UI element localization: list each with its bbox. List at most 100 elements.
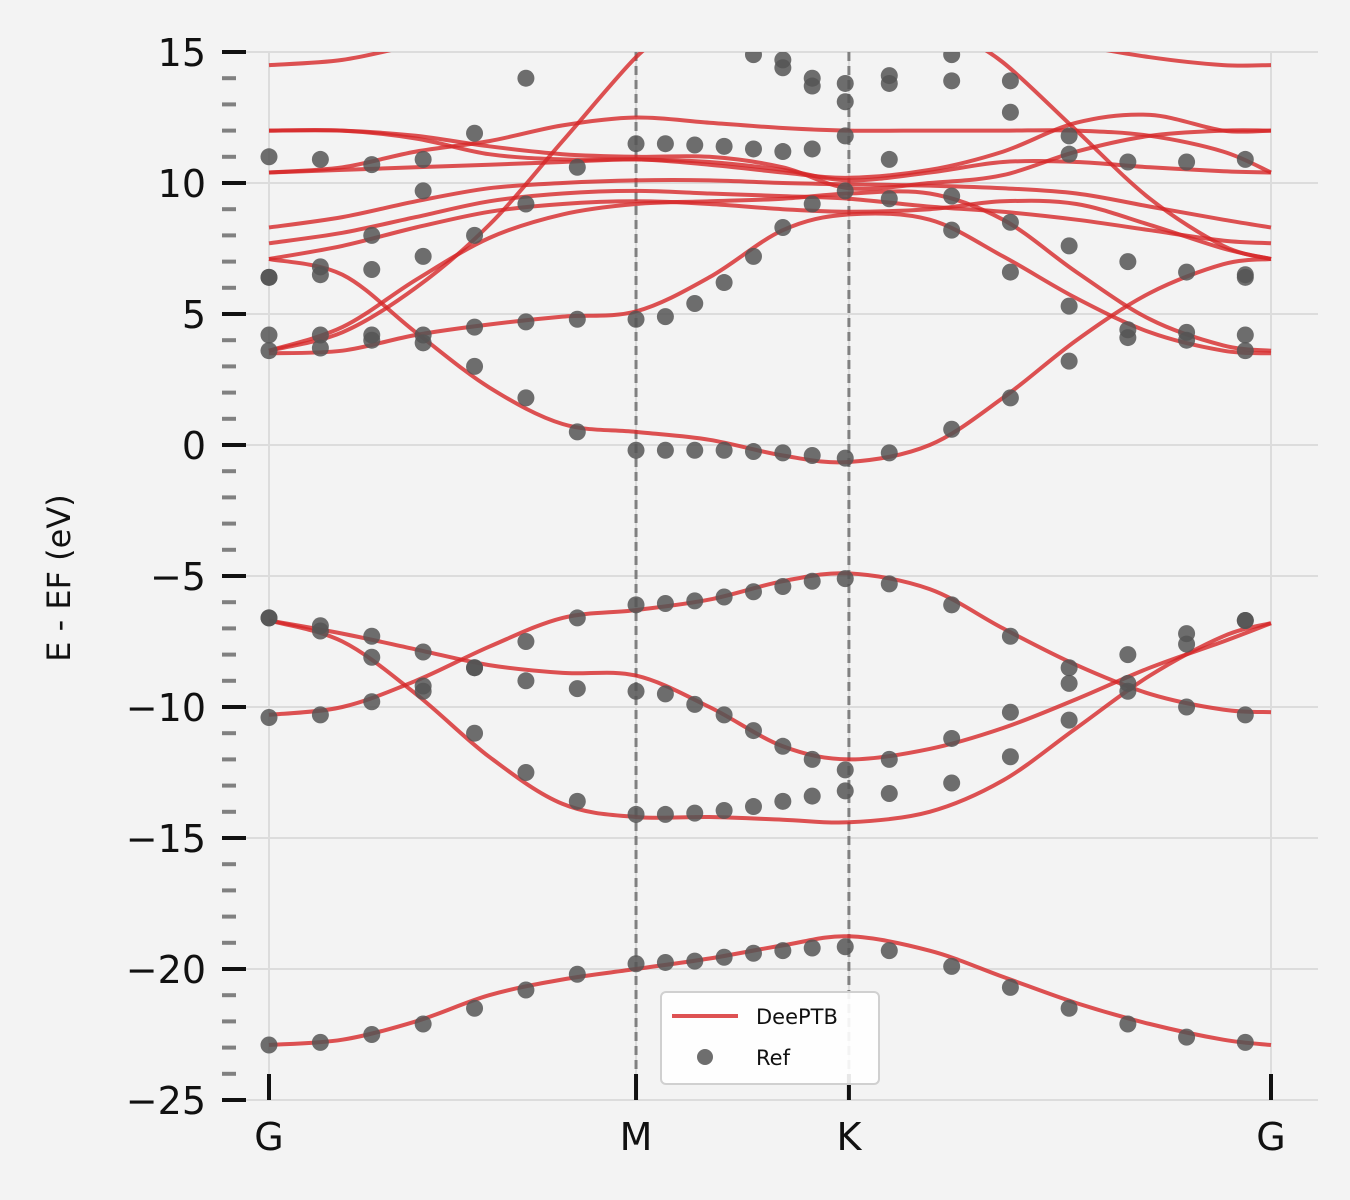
ref-point-151 (1119, 329, 1137, 347)
ref-point-72 (568, 792, 586, 810)
ref-point-124 (836, 182, 854, 200)
ref-point-94 (568, 158, 586, 176)
ref-point-73 (627, 805, 645, 823)
ref-point-160 (311, 258, 329, 276)
y-tick-label-2: 5 (182, 293, 206, 337)
ref-point-31 (686, 695, 704, 713)
ref-point-45 (311, 706, 329, 724)
ref-point-180 (1236, 150, 1254, 168)
ref-point-152 (1178, 323, 1196, 341)
ref-point-98 (715, 137, 733, 155)
ref-point-91 (414, 247, 432, 265)
ref-point-50 (568, 609, 586, 627)
x-tick-label-3: G (1256, 1115, 1285, 1159)
ref-point-120 (715, 274, 733, 292)
ref-point-58 (836, 570, 854, 588)
ref-point-52 (656, 595, 674, 613)
ref-point-171 (880, 67, 898, 85)
ref-point-37 (880, 750, 898, 768)
ref-point-96 (656, 135, 674, 153)
ref-point-140 (656, 441, 674, 459)
ref-point-169 (744, 52, 762, 64)
ref-point-135 (414, 334, 432, 352)
ref-point-62 (1060, 659, 1078, 677)
ref-point-136 (466, 357, 484, 375)
ref-point-4 (466, 999, 484, 1017)
y-tick-label-5: −10 (126, 686, 206, 730)
ref-point-128 (1060, 297, 1078, 315)
y-tick-label-6: −15 (126, 817, 206, 861)
ref-point-115 (517, 313, 535, 331)
band-line-6 (268, 189, 1272, 353)
ref-point-64 (1178, 698, 1196, 716)
y-tick-label-4: −5 (150, 555, 206, 599)
ref-point-39 (1001, 703, 1019, 721)
ref-point-149 (1001, 389, 1019, 407)
ref-point-38 (943, 729, 961, 747)
ref-point-159 (517, 69, 535, 87)
ref-point-163 (836, 93, 854, 111)
ref-point-110 (260, 326, 278, 344)
y-axis-title: E - EF (eV) (40, 494, 78, 661)
reference-points (260, 52, 1254, 1054)
legend-label-deeptb: DeePTB (756, 1005, 838, 1029)
ref-point-157 (414, 150, 432, 168)
ref-point-138 (568, 423, 586, 441)
ref-point-54 (715, 588, 733, 606)
ref-point-147 (880, 444, 898, 462)
ref-point-25 (414, 643, 432, 661)
ref-point-49 (517, 633, 535, 650)
ref-point-61 (1001, 627, 1019, 645)
legend-swatch-ref (697, 1049, 713, 1065)
ref-point-27 (517, 672, 535, 690)
x-tick-label-0: G (254, 1115, 283, 1159)
ref-point-181 (260, 268, 278, 286)
ref-point-34 (774, 737, 792, 755)
ref-point-51 (627, 596, 645, 614)
ref-point-83 (1001, 748, 1019, 766)
ref-point-121 (744, 247, 762, 265)
ref-point-2 (363, 1026, 381, 1043)
ref-point-104 (943, 187, 961, 205)
ref-point-182 (1236, 266, 1254, 284)
ref-point-101 (803, 140, 821, 158)
y-tick-label-3: 0 (182, 424, 206, 468)
ref-point-111 (311, 326, 329, 344)
ref-point-69 (414, 682, 432, 700)
ref-point-80 (836, 782, 854, 800)
ref-point-123 (803, 195, 821, 213)
ref-point-53 (686, 592, 704, 610)
ref-point-65 (1236, 706, 1254, 724)
ref-point-172 (943, 72, 961, 90)
legend-label-ref: Ref (756, 1046, 791, 1070)
ref-point-174 (1001, 103, 1019, 121)
ref-point-33 (744, 722, 762, 740)
ref-point-78 (774, 792, 792, 810)
y-tick-label-0: 15 (158, 31, 206, 75)
ref-point-134 (363, 331, 381, 349)
ref-point-18 (1060, 999, 1078, 1017)
ref-point-29 (627, 682, 645, 700)
y-tick-label-1: 10 (158, 162, 206, 206)
ref-point-21 (1236, 1033, 1254, 1051)
ref-point-56 (774, 577, 792, 595)
ref-point-164 (836, 74, 854, 92)
ref-point-107 (1119, 253, 1137, 271)
ref-point-122 (774, 219, 792, 237)
ref-point-154 (260, 148, 278, 166)
ref-point-59 (880, 575, 898, 593)
ref-point-57 (803, 572, 821, 590)
ref-point-176 (1060, 145, 1078, 163)
ref-point-32 (715, 706, 733, 724)
ref-point-156 (363, 156, 381, 174)
ref-point-133 (311, 339, 329, 357)
ref-point-150 (1060, 352, 1078, 370)
ref-point-87 (1236, 612, 1254, 630)
x-tick-label-2: K (836, 1115, 862, 1159)
ref-point-20 (1178, 1028, 1196, 1046)
band-line-10 (268, 115, 1272, 175)
ref-point-76 (715, 801, 733, 819)
ref-point-44 (260, 708, 278, 726)
